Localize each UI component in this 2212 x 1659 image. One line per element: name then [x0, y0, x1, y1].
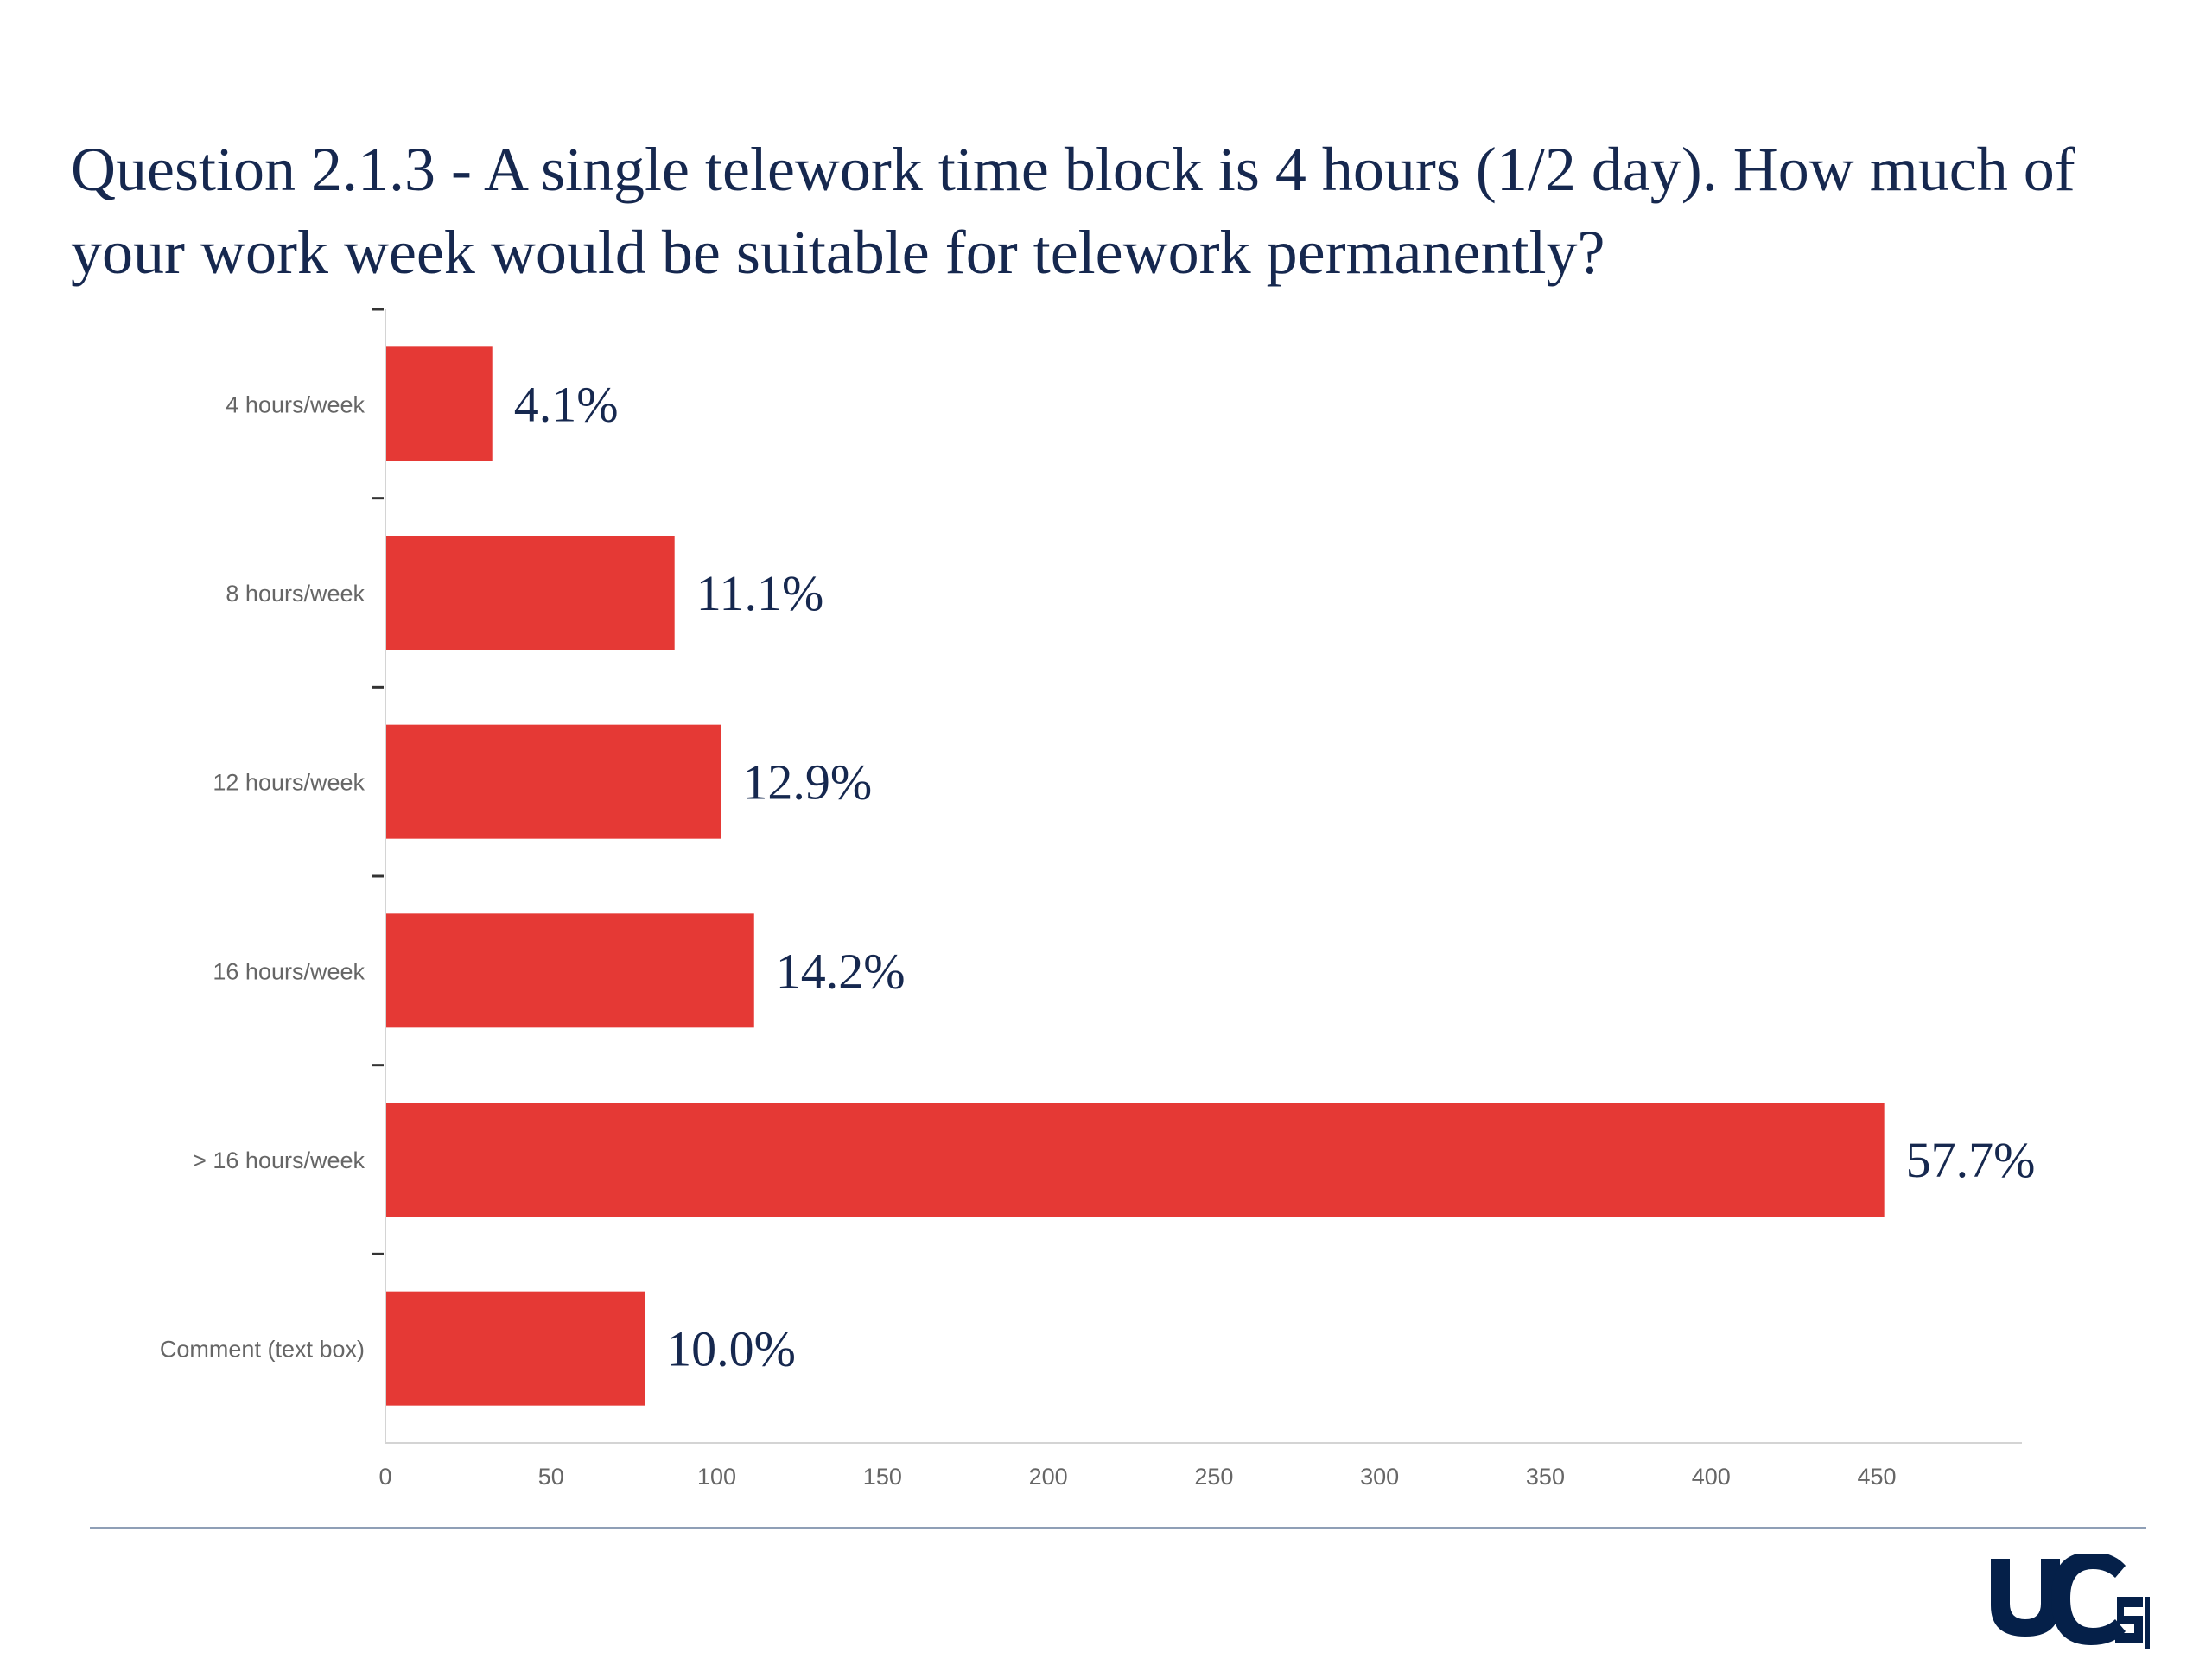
category-label: 4 hours/week [226, 391, 365, 417]
bar [386, 913, 754, 1028]
chart-bars [386, 346, 1885, 1406]
bar-chart: 4 hours/week 8 hours/week 12 hours/week 16 … [160, 308, 2036, 1490]
bar [386, 346, 493, 461]
bar [386, 536, 675, 650]
bar [386, 724, 721, 839]
footer-divider [90, 1527, 2146, 1529]
x-tick-label: 450 [1857, 1464, 1896, 1490]
category-label: 12 hours/week [213, 770, 365, 796]
category-labels: 4 hours/week 8 hours/week 12 hours/week 16 … [160, 391, 365, 1362]
bar [386, 1103, 1885, 1217]
bar [386, 1291, 645, 1406]
data-label: 12.9% [742, 754, 872, 810]
slide-title: Question 2.1.3 - A single telework time … [71, 135, 2075, 287]
x-tick-label: 100 [697, 1464, 736, 1490]
data-label: 11.1% [696, 565, 824, 621]
category-label: Comment (text box) [160, 1337, 365, 1363]
data-label: 4.1% [514, 376, 619, 432]
x-tick-label: 150 [863, 1464, 902, 1490]
category-label: 8 hours/week [226, 581, 365, 607]
x-tick-label: 250 [1194, 1464, 1233, 1490]
category-label: 16 hours/week [213, 958, 365, 984]
data-label: 57.7% [1906, 1132, 2036, 1188]
x-tick-label: 300 [1360, 1464, 1399, 1490]
data-label: 10.0% [666, 1321, 796, 1377]
data-label: 14.2% [776, 943, 906, 999]
x-tick-label: 350 [1526, 1464, 1565, 1490]
x-tick-label: 200 [1029, 1464, 1068, 1490]
ucsf-logo [1991, 1554, 2150, 1649]
x-tick-label: 400 [1692, 1464, 1731, 1490]
chart-axes [372, 308, 2022, 1444]
x-tick-label: 50 [538, 1464, 564, 1490]
x-tick-label: 0 [378, 1464, 391, 1490]
data-labels: 4.1% 11.1% 12.9% 14.2% 57.7% 10.0% [514, 376, 2036, 1376]
x-tick-labels: 0 50 100 150 200 250 300 350 400 450 [378, 1464, 1896, 1490]
category-label: > 16 hours/week [193, 1147, 365, 1173]
